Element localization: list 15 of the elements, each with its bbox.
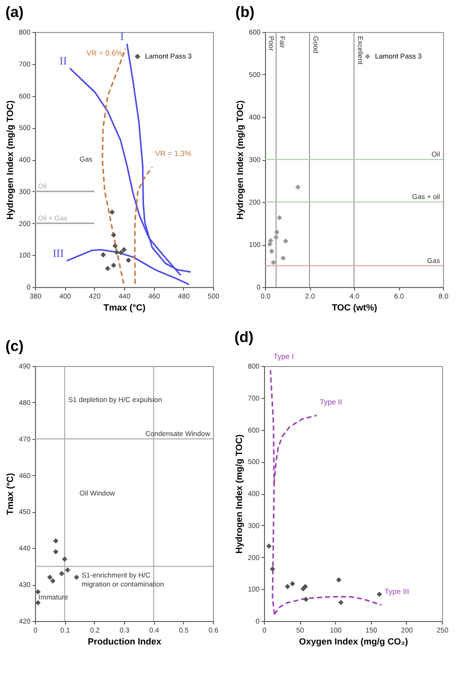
x-axis-title: Oxygen Index (mg/g CO₂) <box>298 636 408 646</box>
y-axis-title: Hydrogen Index (mg/g TOC) <box>234 100 245 220</box>
x-axis-title: Tmax (°C) <box>103 302 146 312</box>
chart-title: (a) <box>5 4 24 21</box>
chart-title: (c) <box>5 338 24 355</box>
y-axis-title: Hydrogen Index (mg/g TOC) <box>234 434 244 554</box>
series-label: III <box>52 248 64 260</box>
x-axis-title: TOC (wt%) <box>332 302 378 312</box>
x-axis-title: Production Index <box>88 636 162 646</box>
series-label: I <box>120 30 124 43</box>
y-axis-title: Tmax (°C) <box>4 472 15 516</box>
y-axis-title: Hydrogen Index (mg/g TOC) <box>4 100 15 220</box>
chart-title: (d) <box>234 329 254 346</box>
series-label: II <box>60 55 68 68</box>
chart-title: (b) <box>235 4 254 21</box>
